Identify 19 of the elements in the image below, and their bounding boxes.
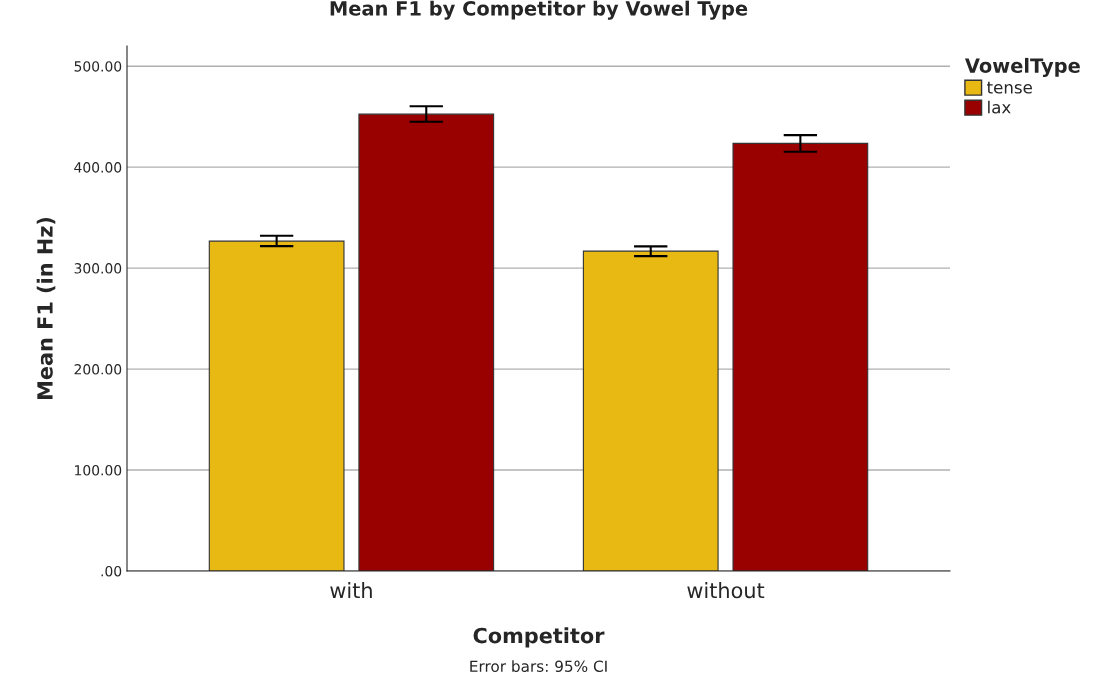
- x-tick-label: without: [687, 582, 765, 599]
- text: Error bars: 95% CI: [470, 660, 607, 672]
- legend-title: VowelType: [964, 57, 1080, 77]
- y-tick-label: 300.00: [74, 263, 122, 274]
- bar: [582, 250, 719, 571]
- y-tick-label: 200.00: [74, 364, 122, 375]
- bar: [358, 113, 495, 571]
- legend-label: lax: [988, 100, 1011, 114]
- y-tick-label: 100.00: [75, 465, 122, 476]
- y-tick-label: 500.00: [74, 61, 122, 72]
- bar: [208, 240, 345, 571]
- chart-title: Mean F1 by Competitor by Vowel Type: [330, 0, 748, 20]
- bar: [732, 142, 869, 571]
- y-tick-label: 400.00: [74, 162, 122, 173]
- y-tick-label: .00: [101, 565, 122, 577]
- y-axis-title: Mean F1 (in Hz): [36, 217, 56, 399]
- x-axis-title: Competitor: [473, 627, 605, 648]
- legend-label: tense: [987, 81, 1032, 94]
- x-tick-label: with: [330, 582, 372, 598]
